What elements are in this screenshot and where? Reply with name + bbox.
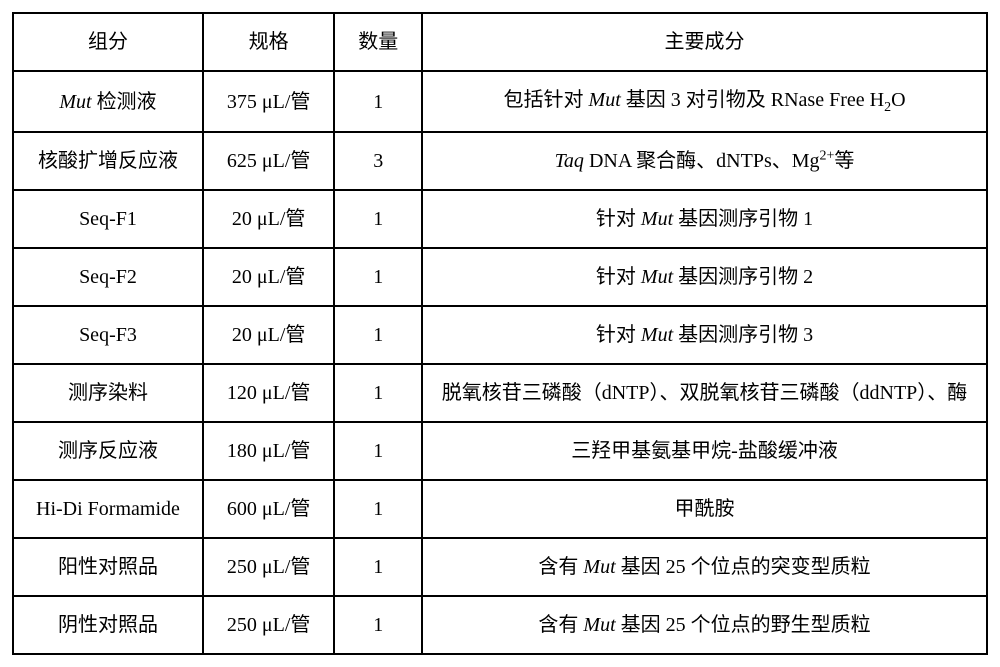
table-row: Seq-F3 20 μL/管 1 针对 Mut 基因测序引物 3 [13,306,987,364]
cell-qty: 1 [334,306,422,364]
table-row: Seq-F2 20 μL/管 1 针对 Mut 基因测序引物 2 [13,248,987,306]
table-row: Mut 检测液 375 μL/管 1 包括针对 Mut 基因 3 对引物及 RN… [13,71,987,132]
cell-spec: 600 μL/管 [203,480,334,538]
cell-ingredients: 含有 Mut 基因 25 个位点的突变型质粒 [422,538,987,596]
table-body: Mut 检测液 375 μL/管 1 包括针对 Mut 基因 3 对引物及 RN… [13,71,987,654]
table-row: Hi-Di Formamide 600 μL/管 1 甲酰胺 [13,480,987,538]
cell-spec: 180 μL/管 [203,422,334,480]
header-component: 组分 [13,13,203,71]
cell-qty: 1 [334,71,422,132]
cell-spec: 250 μL/管 [203,596,334,654]
cell-spec: 20 μL/管 [203,306,334,364]
cell-component: Seq-F2 [13,248,203,306]
cell-qty: 1 [334,596,422,654]
cell-ingredients: 针对 Mut 基因测序引物 3 [422,306,987,364]
table-row: 测序反应液 180 μL/管 1 三羟甲基氨基甲烷-盐酸缓冲液 [13,422,987,480]
table-row: 核酸扩增反应液 625 μL/管 3 Taq DNA 聚合酶、dNTPs、Mg2… [13,132,987,190]
header-qty: 数量 [334,13,422,71]
cell-ingredients: 脱氧核苷三磷酸（dNTP）、双脱氧核苷三磷酸（ddNTP）、酶 [422,364,987,422]
cell-component: 测序反应液 [13,422,203,480]
table-header-row: 组分 规格 数量 主要成分 [13,13,987,71]
cell-spec: 20 μL/管 [203,248,334,306]
cell-component: Hi-Di Formamide [13,480,203,538]
cell-spec: 375 μL/管 [203,71,334,132]
cell-spec: 20 μL/管 [203,190,334,248]
kit-components-table: 组分 规格 数量 主要成分 Mut 检测液 375 μL/管 1 包括针对 Mu… [12,12,988,655]
cell-ingredients: 针对 Mut 基因测序引物 1 [422,190,987,248]
cell-ingredients: 针对 Mut 基因测序引物 2 [422,248,987,306]
cell-spec: 625 μL/管 [203,132,334,190]
cell-component: 阴性对照品 [13,596,203,654]
cell-component: Seq-F3 [13,306,203,364]
cell-qty: 1 [334,190,422,248]
cell-component: 核酸扩增反应液 [13,132,203,190]
cell-qty: 1 [334,248,422,306]
cell-ingredients: 包括针对 Mut 基因 3 对引物及 RNase Free H2O [422,71,987,132]
cell-ingredients: 甲酰胺 [422,480,987,538]
cell-qty: 1 [334,480,422,538]
header-spec: 规格 [203,13,334,71]
cell-ingredients: 三羟甲基氨基甲烷-盐酸缓冲液 [422,422,987,480]
cell-component: Seq-F1 [13,190,203,248]
cell-qty: 1 [334,364,422,422]
table-row: Seq-F1 20 μL/管 1 针对 Mut 基因测序引物 1 [13,190,987,248]
cell-component: 测序染料 [13,364,203,422]
cell-qty: 1 [334,538,422,596]
header-ingredients: 主要成分 [422,13,987,71]
cell-ingredients: 含有 Mut 基因 25 个位点的野生型质粒 [422,596,987,654]
cell-spec: 250 μL/管 [203,538,334,596]
cell-spec: 120 μL/管 [203,364,334,422]
cell-component: Mut 检测液 [13,71,203,132]
cell-component: 阳性对照品 [13,538,203,596]
cell-qty: 3 [334,132,422,190]
cell-ingredients: Taq DNA 聚合酶、dNTPs、Mg2+等 [422,132,987,190]
table-row: 阳性对照品 250 μL/管 1 含有 Mut 基因 25 个位点的突变型质粒 [13,538,987,596]
cell-qty: 1 [334,422,422,480]
table-row: 阴性对照品 250 μL/管 1 含有 Mut 基因 25 个位点的野生型质粒 [13,596,987,654]
table-row: 测序染料 120 μL/管 1 脱氧核苷三磷酸（dNTP）、双脱氧核苷三磷酸（d… [13,364,987,422]
